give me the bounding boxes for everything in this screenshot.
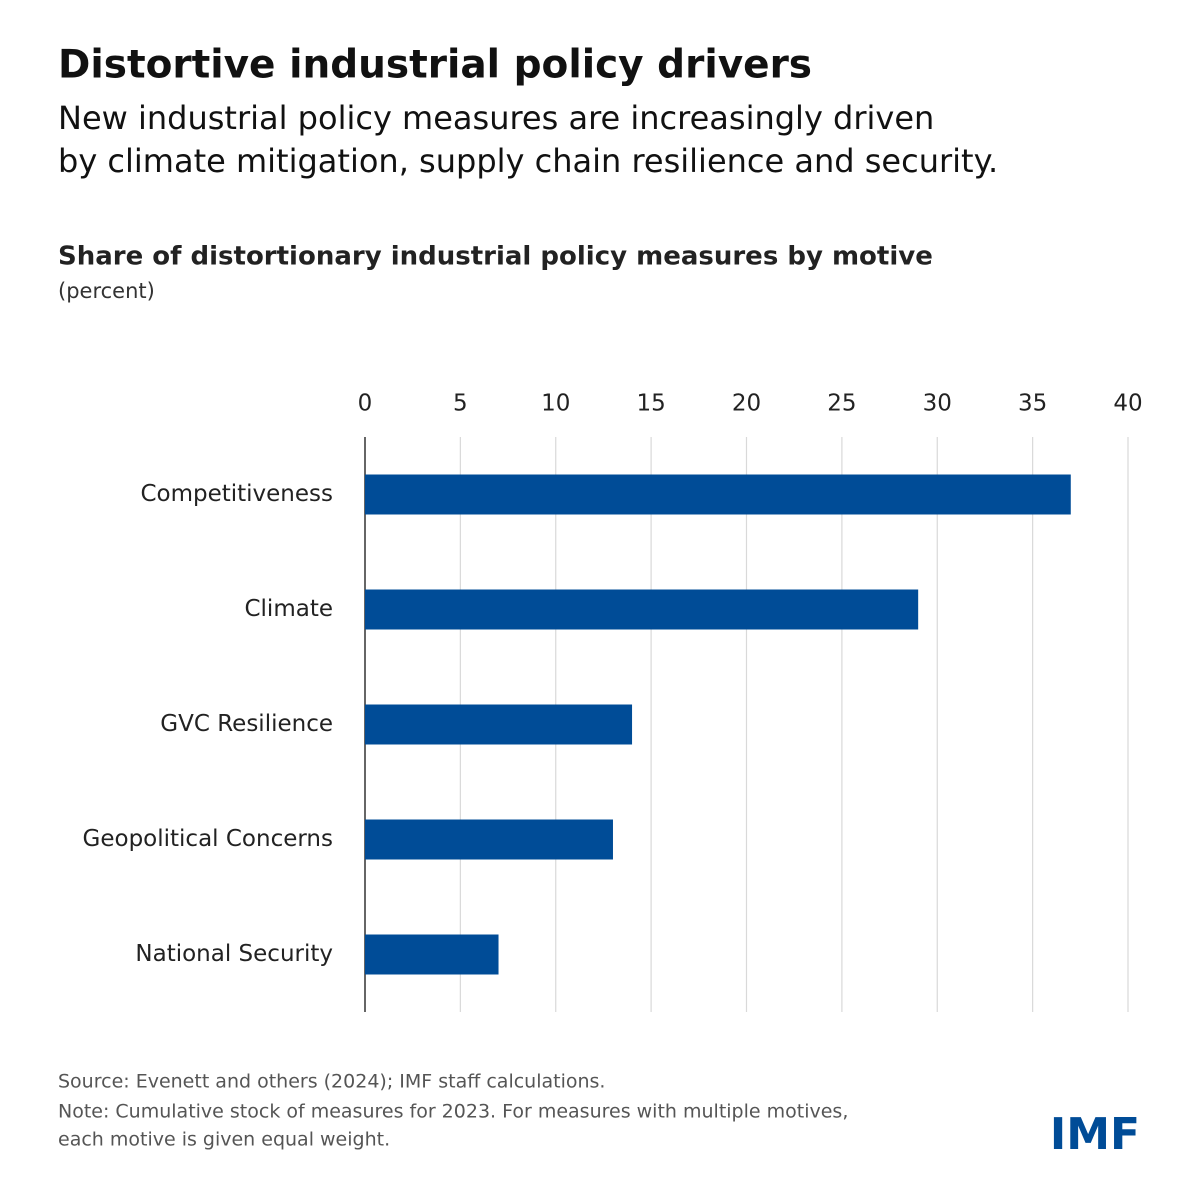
y-tick-label: Competitiveness	[140, 481, 333, 507]
x-tick-label: 5	[453, 391, 468, 417]
x-tick-label: 30	[923, 391, 952, 417]
subtitle: New industrial policy measures are incre…	[58, 99, 934, 137]
x-tick-label: 0	[358, 391, 373, 417]
subtitle: by climate mitigation, supply chain resi…	[58, 142, 998, 180]
logo: IMF	[1050, 1109, 1140, 1160]
y-tick-label: Climate	[244, 596, 333, 622]
note: each motive is given equal weight.	[58, 1129, 390, 1151]
y-tick-label: Geopolitical Concerns	[83, 826, 333, 852]
x-tick-label: 40	[1113, 391, 1142, 417]
note: Note: Cumulative stock of measures for 2…	[58, 1101, 848, 1123]
x-tick-label: 15	[636, 391, 665, 417]
unit: (percent)	[58, 279, 155, 303]
y-tick-label: GVC Resilience	[160, 711, 333, 737]
source: Source: Evenett and others (2024); IMF s…	[58, 1071, 605, 1093]
x-tick-label: 25	[827, 391, 856, 417]
bar	[365, 819, 613, 860]
x-tick-label: 35	[1018, 391, 1047, 417]
bar	[365, 474, 1071, 515]
chart-title: Share of distortionary industrial policy…	[58, 242, 933, 272]
y-tick-label: National Security	[135, 941, 333, 967]
title: Distortive industrial policy drivers	[58, 43, 812, 88]
bar	[365, 934, 499, 975]
x-tick-label: 10	[541, 391, 570, 417]
bar	[365, 704, 633, 745]
x-tick-label: 20	[732, 391, 761, 417]
bar	[365, 589, 919, 630]
